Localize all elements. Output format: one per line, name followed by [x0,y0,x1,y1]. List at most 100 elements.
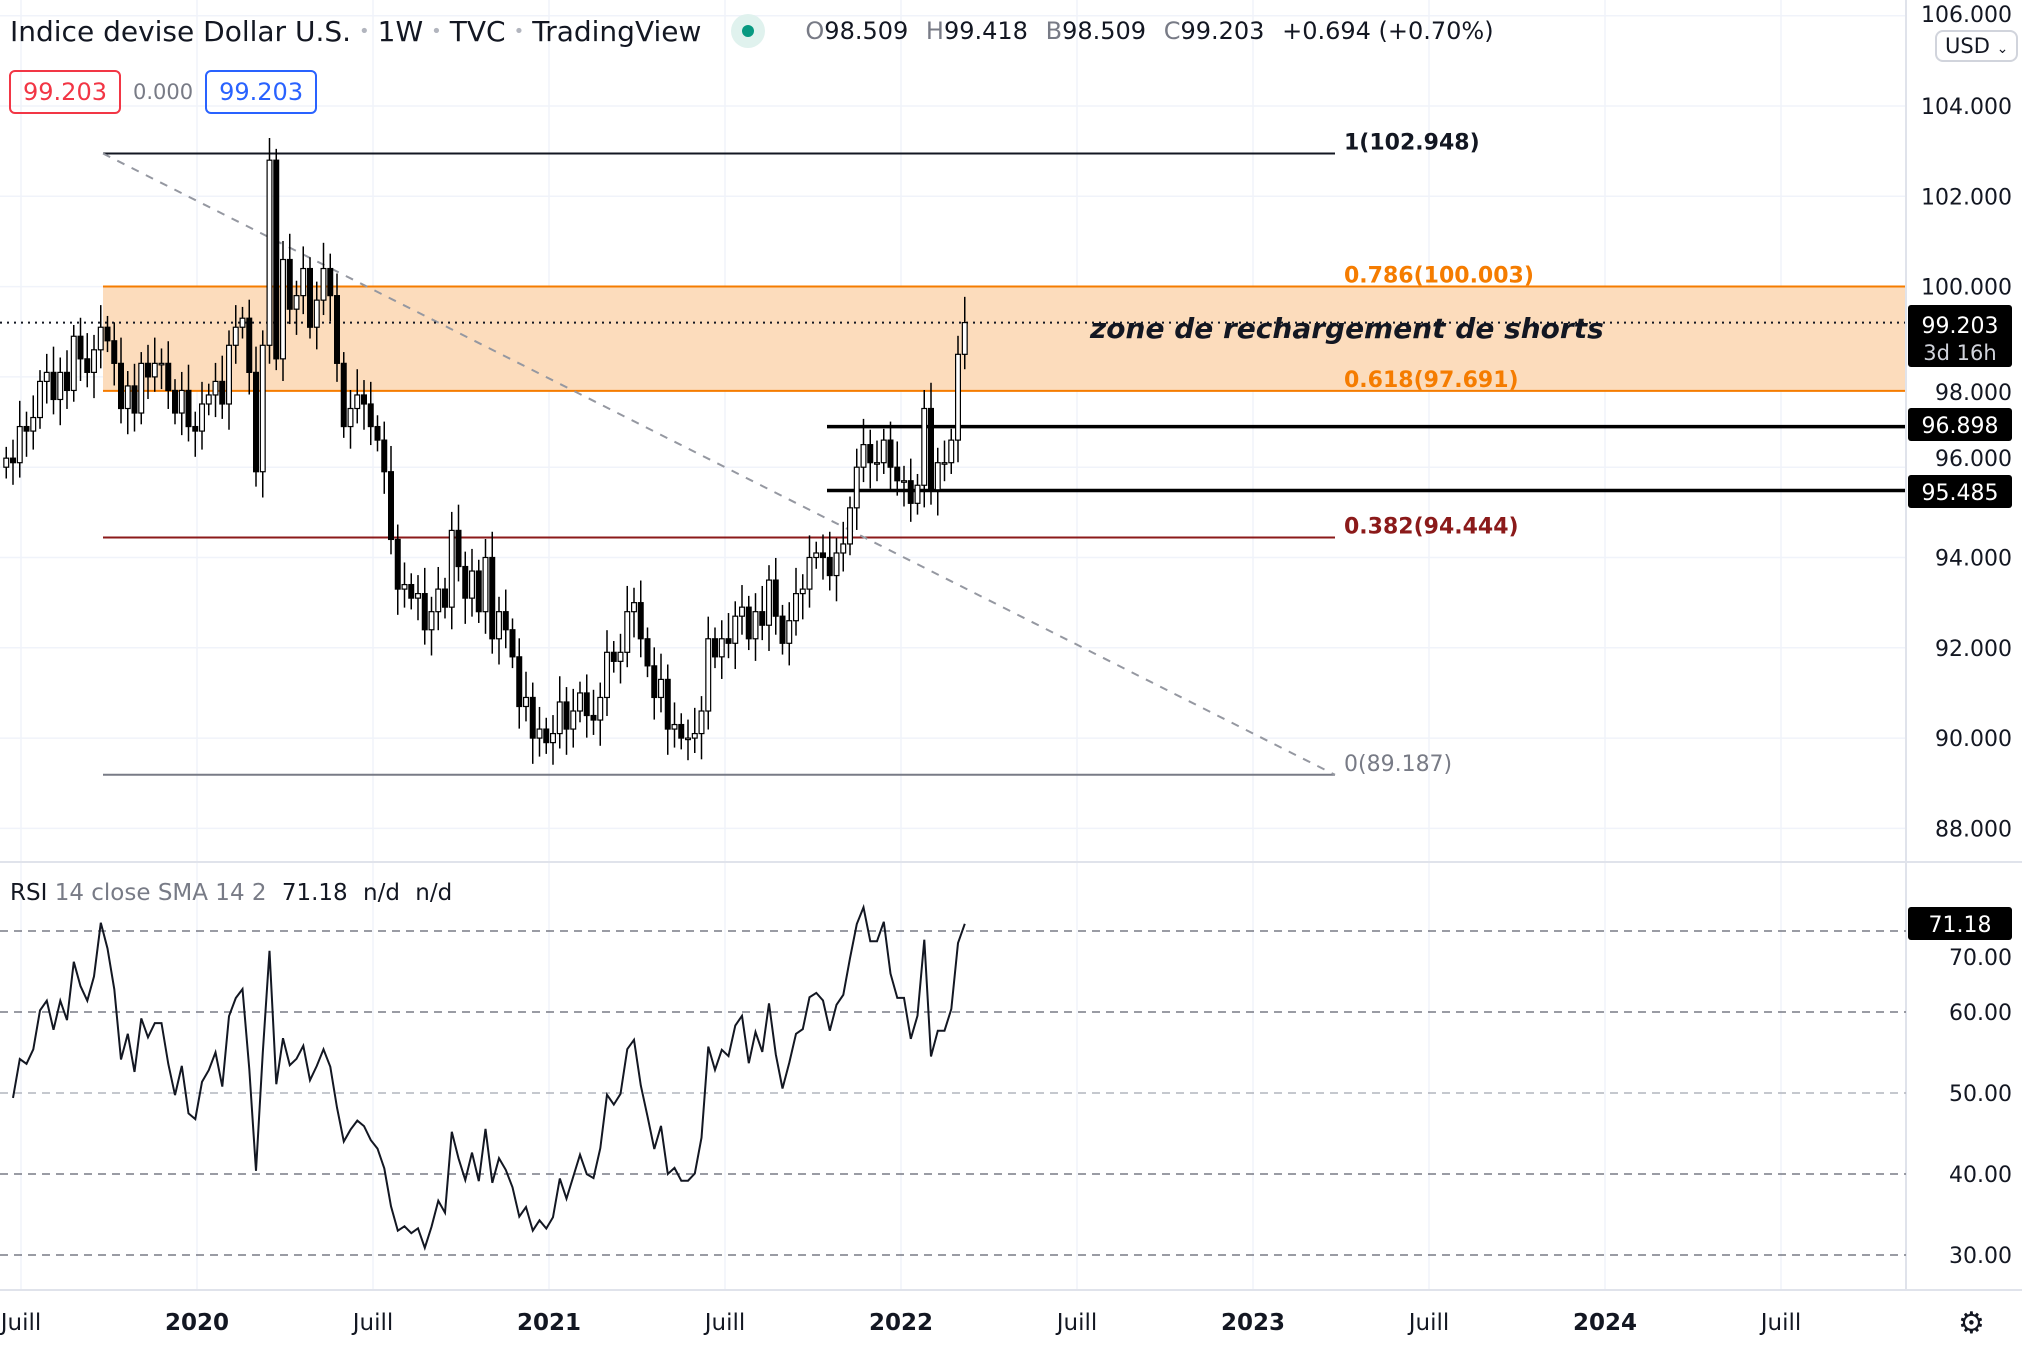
rsi-axis[interactable]: 70.00 60.00 50.00 40.00 30.00 [1949,946,2012,1269]
candle [10,457,17,464]
candle [664,678,671,730]
rsi-legend[interactable]: RSI 14 close SMA 14 2 71.18 n/d n/d [10,880,453,906]
candle [934,462,941,491]
price-tick-label: 90.000 [1935,727,2012,752]
candle [691,732,698,739]
price-tick-label: 100.000 [1921,276,2012,301]
time-tick-label: 2023 [1221,1310,1285,1336]
candle [239,317,246,328]
candle [833,552,840,577]
candle [698,710,705,735]
candle [293,295,300,310]
exchange: TVC [449,14,506,48]
candle [259,344,266,473]
fibonacci-retracement[interactable]: 1(102.948) 0.786(100.003) 0.618(97.691) 0.3… [103,130,1906,777]
price-tick-label: 102.000 [1921,185,2012,210]
candle [522,696,529,708]
candle [455,529,462,568]
spread: 0.000 [132,80,194,104]
candle [543,728,550,744]
candle [415,593,422,599]
candle [948,439,955,464]
time-tick-label: Juill [1407,1310,1450,1336]
zone-annotation[interactable]: zone de rechargement de shorts [1089,312,1604,345]
candle [462,565,469,599]
currency-button[interactable]: USD ⌄ [1935,30,2019,62]
candle [340,362,347,428]
candle [914,484,921,504]
candle [313,299,320,328]
candle [381,439,388,473]
candle [684,737,691,741]
candle [192,425,199,432]
candle [421,593,428,631]
candle [435,588,442,613]
candle [165,362,172,392]
price-tick-label: 94.000 [1935,547,2012,572]
candle [846,507,853,545]
svg-text:96.898: 96.898 [1922,414,1999,439]
chart-legend[interactable]: Indice devise Dollar U.S. • 1W • TVC • T… [10,14,1494,48]
candle [111,340,118,364]
candle [921,407,928,486]
candle [212,380,219,396]
candle [361,394,368,405]
price-tick-label: 104.000 [1921,95,2012,120]
price-tick-label: 98.000 [1935,381,2012,406]
candle [63,371,70,392]
candle [792,593,799,622]
candle [36,380,43,419]
candle [273,159,280,360]
candle [367,403,374,428]
candle [327,267,334,297]
price-tick-label: 106.000 [1921,3,2012,28]
price-tick-label: 88.000 [1935,817,2012,842]
time-tick-label: 2024 [1573,1310,1637,1336]
time-axis[interactable]: Juill 2020 Juill 2021 Juill 2022 Juill 2023 Juil… [0,1310,1801,1336]
candle [448,529,455,608]
time-tick-label: Juill [1759,1310,1802,1336]
candle [597,696,604,721]
candle [246,317,253,373]
change: +0.694 (+0.70%) [1282,17,1494,45]
candle [77,335,84,360]
svg-text:71.18: 71.18 [1929,913,1992,938]
symbol-title[interactable]: Indice devise Dollar U.S. [10,14,352,48]
candle [549,732,556,744]
price-tick-label: 92.000 [1935,637,2012,662]
rsi-tick-label: 30.00 [1949,1244,2012,1269]
sell-button[interactable]: 99.203 [9,70,121,114]
buy-button[interactable]: 99.203 [205,70,318,114]
candle [280,258,287,360]
candle [651,665,658,699]
candle [482,556,489,613]
price-axis[interactable]: 106.000 104.000 102.000 100.000 98.000 96.000… [1921,3,2012,842]
time-tick-label: Juill [351,1310,394,1336]
candle [300,267,307,297]
candle [617,651,624,662]
candle [860,444,867,468]
candle [583,692,590,717]
candle [469,570,476,599]
candle [752,611,759,640]
candle [70,335,77,392]
trade-buttons: 99.203 0.000 99.203 [9,70,318,114]
candle [563,701,570,730]
candle [786,620,793,644]
candle [630,602,637,613]
candle [576,692,583,712]
candle [880,439,887,464]
candle [819,552,826,559]
interval[interactable]: 1W [377,14,424,48]
candle [428,611,435,631]
candle [853,466,860,509]
time-tick-label: 2021 [517,1310,581,1336]
candle [624,611,631,653]
market-status-icon[interactable] [731,14,766,48]
candle [43,371,50,383]
candle [253,371,260,473]
candle [765,579,772,626]
settings-gear-icon[interactable]: ⚙ [1958,1306,1985,1341]
candle [23,425,30,432]
